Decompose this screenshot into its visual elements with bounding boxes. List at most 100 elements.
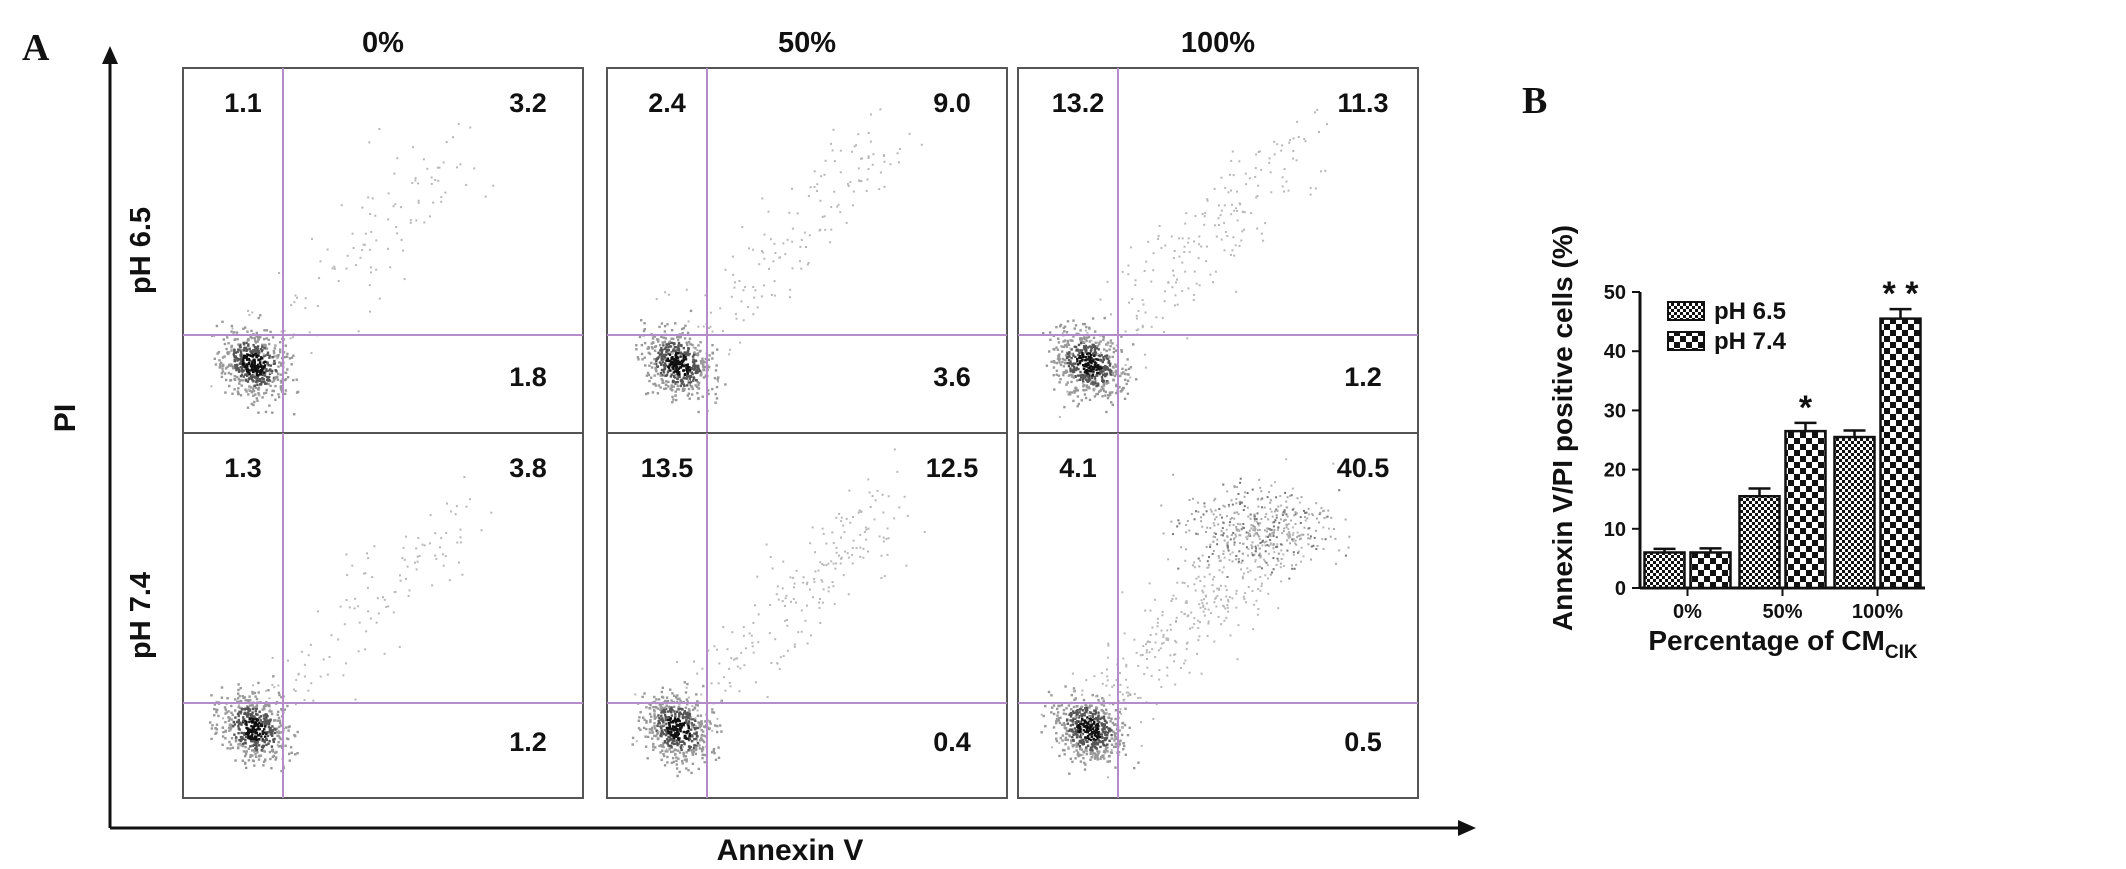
dot — [878, 535, 881, 538]
dot — [690, 722, 693, 725]
dot — [685, 718, 688, 722]
dot — [692, 361, 696, 364]
dot — [368, 248, 371, 251]
dot — [244, 735, 248, 739]
dot — [769, 604, 772, 606]
dot — [1072, 399, 1075, 403]
dot — [649, 718, 652, 722]
dot — [1178, 522, 1181, 525]
dot — [231, 746, 235, 749]
dot — [255, 368, 258, 371]
dot — [1137, 328, 1140, 331]
dot — [337, 638, 340, 641]
dot — [1072, 733, 1075, 736]
dot — [276, 713, 279, 716]
dot — [1317, 131, 1320, 133]
dot — [232, 725, 235, 728]
dot — [1230, 189, 1232, 192]
dot — [681, 327, 684, 331]
dot — [254, 376, 257, 379]
dot — [831, 149, 834, 152]
dot — [857, 133, 860, 136]
dot — [1169, 623, 1172, 626]
dot — [672, 342, 675, 345]
dot — [238, 710, 241, 713]
dot — [1167, 637, 1170, 640]
dot — [249, 730, 252, 733]
dot — [1221, 516, 1223, 519]
dot — [663, 324, 667, 328]
dot — [1273, 510, 1276, 513]
dot — [677, 705, 681, 709]
dot — [819, 228, 822, 231]
dot — [1055, 721, 1058, 725]
dot — [1071, 736, 1074, 739]
dot — [1086, 331, 1089, 334]
dot — [869, 140, 872, 143]
dot — [264, 723, 268, 726]
dot — [257, 374, 260, 377]
dot — [675, 723, 678, 727]
dot — [234, 759, 237, 762]
dot — [231, 713, 234, 717]
dot — [1102, 715, 1106, 718]
dot — [863, 531, 866, 533]
dot — [1094, 734, 1098, 738]
dot — [1206, 634, 1209, 637]
dot — [672, 729, 676, 732]
dot — [1275, 536, 1278, 539]
dot — [1086, 706, 1089, 709]
dot — [1273, 140, 1276, 143]
dot — [236, 390, 240, 393]
dot — [1069, 360, 1072, 363]
dot — [277, 365, 280, 368]
dot — [1287, 535, 1290, 538]
dot — [701, 739, 705, 742]
flow-cytometry-grid: 0% 50% 100%pH 6.5pH 7.41.1 3.21.82.4 9.03.61… — [102, 27, 1476, 836]
dot — [234, 716, 237, 719]
dot — [1232, 532, 1235, 534]
dot — [247, 747, 250, 750]
dot — [258, 379, 262, 383]
dot — [1254, 167, 1257, 169]
dot — [698, 726, 702, 729]
dot — [703, 361, 706, 364]
dot — [1056, 714, 1059, 717]
dot — [676, 774, 679, 778]
dot — [778, 668, 781, 670]
dot — [1084, 350, 1088, 354]
dot — [258, 727, 261, 731]
dot — [1088, 706, 1091, 709]
dot — [1330, 516, 1333, 519]
dot — [1072, 370, 1075, 374]
dot — [687, 347, 690, 350]
dot — [241, 744, 245, 748]
dot — [707, 392, 710, 396]
dot — [800, 239, 803, 241]
dot — [754, 289, 757, 292]
dot — [238, 728, 241, 731]
dot — [254, 349, 257, 352]
dot — [691, 393, 694, 396]
dot — [1079, 747, 1082, 751]
dot — [675, 763, 678, 766]
dot — [1060, 345, 1063, 348]
dot — [254, 731, 258, 734]
dot — [1114, 735, 1117, 739]
dot — [1269, 573, 1272, 576]
dot — [682, 346, 685, 350]
dot — [256, 734, 260, 737]
dot — [662, 732, 666, 736]
dot — [647, 347, 650, 350]
dot — [845, 517, 848, 520]
dot — [434, 554, 437, 557]
dot — [253, 691, 257, 695]
dot — [1267, 577, 1269, 580]
dot — [1254, 560, 1257, 563]
dot — [255, 373, 259, 376]
dot — [1235, 606, 1238, 609]
dot — [1265, 535, 1268, 538]
dot — [832, 562, 835, 565]
dot — [1309, 537, 1312, 540]
dot — [677, 352, 680, 355]
